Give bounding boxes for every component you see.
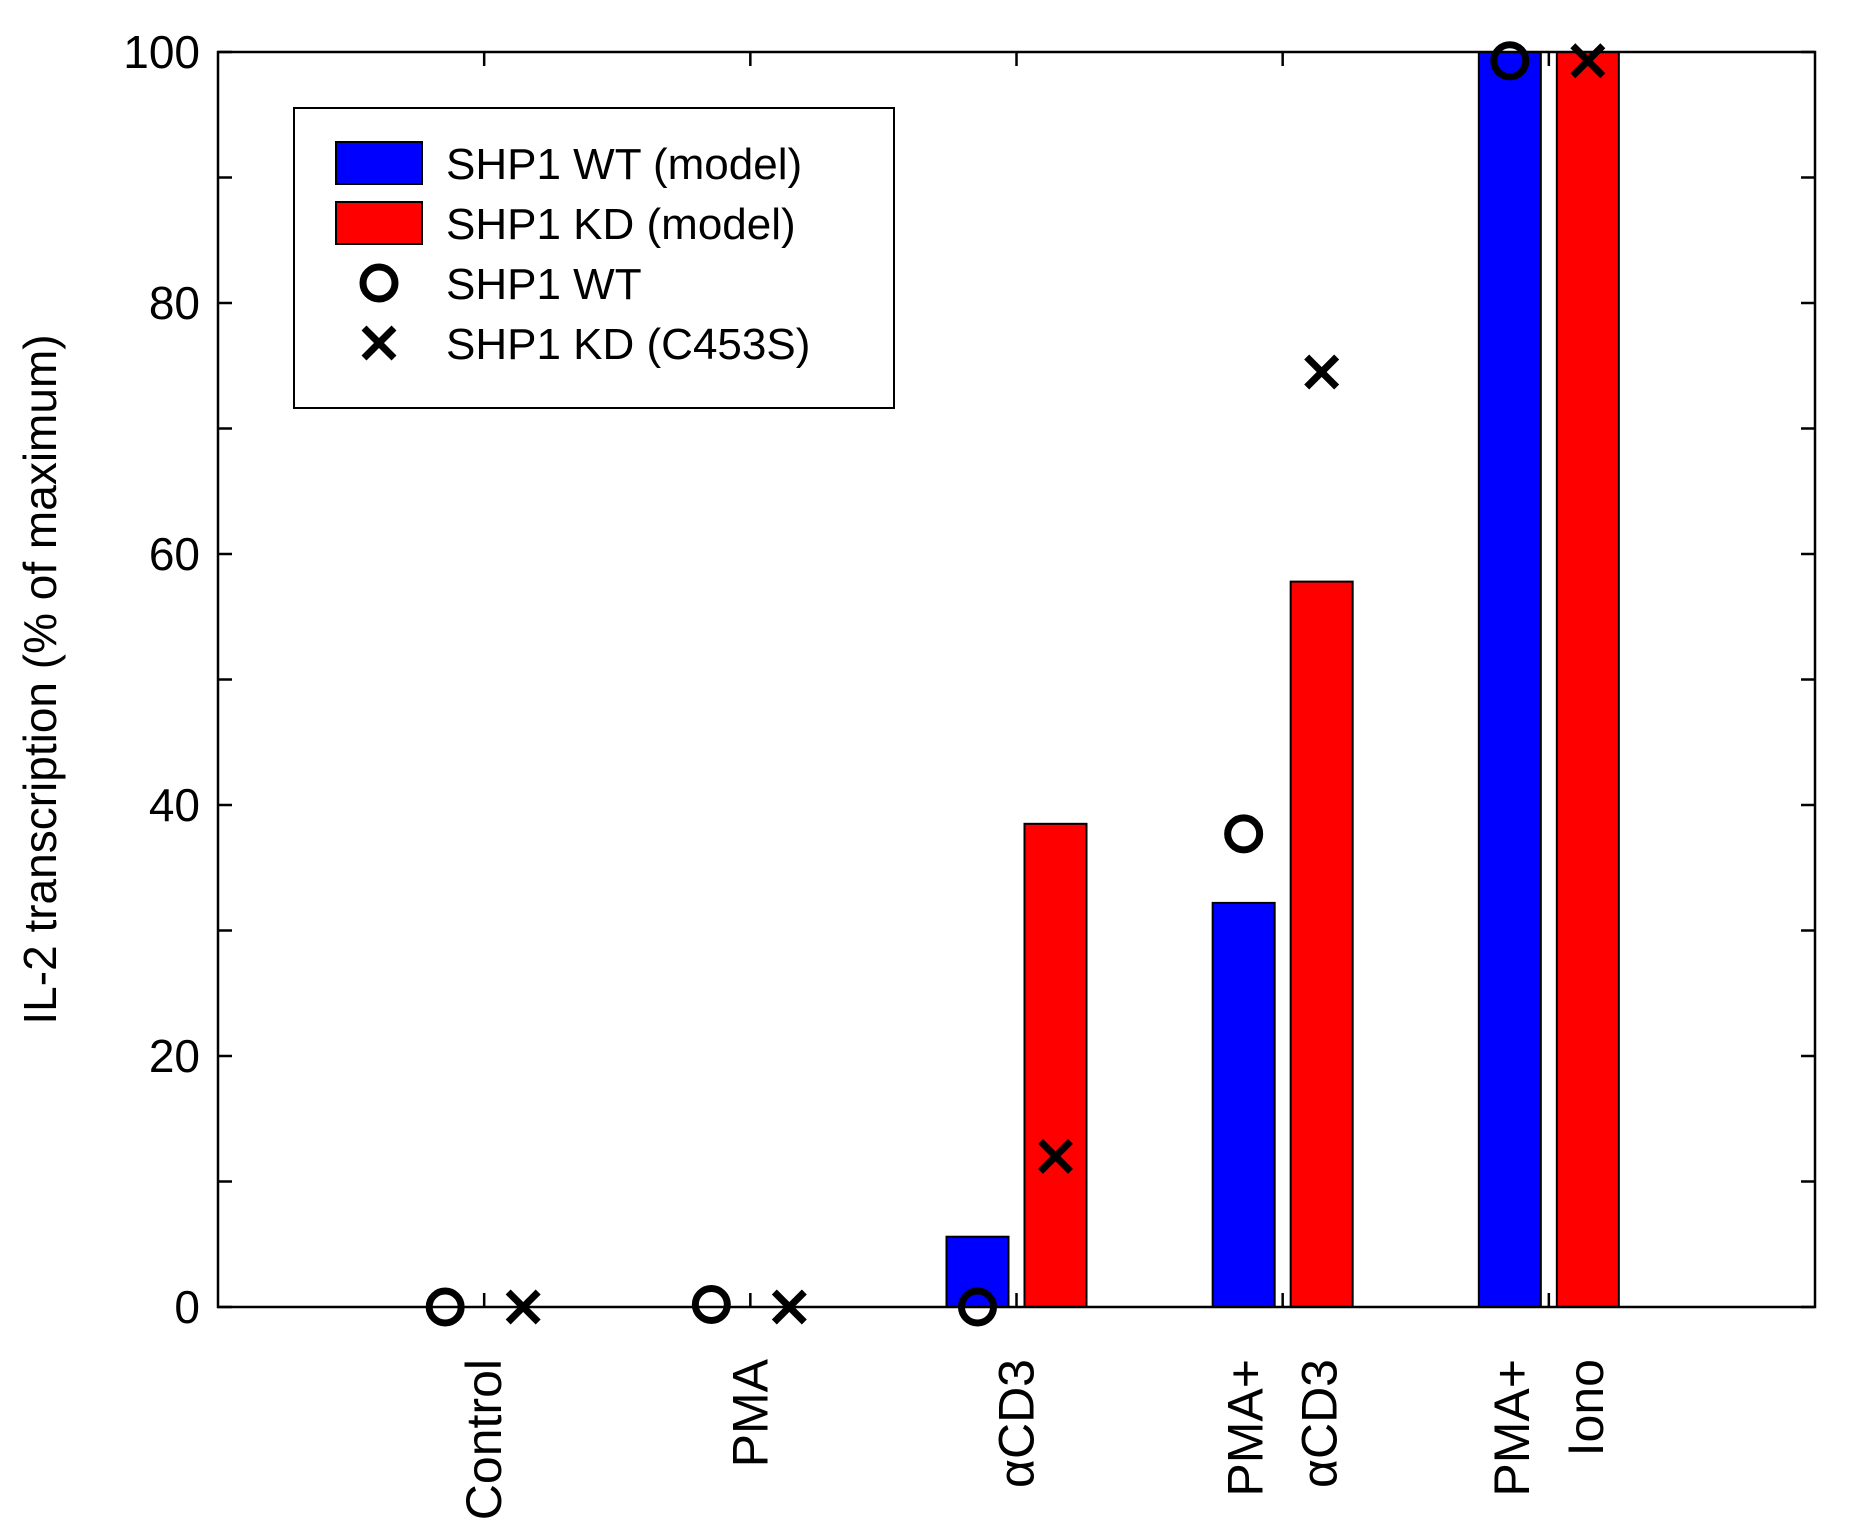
- y-tick-label: 40: [149, 779, 200, 831]
- legend-entry-label: SHP1 WT (model): [446, 140, 802, 189]
- legend-circle-marker: [359, 263, 399, 303]
- marker-kd-2: [1038, 1138, 1073, 1174]
- bar-wt-model-2: [945, 1235, 1010, 1308]
- category-label: Control: [456, 1359, 512, 1520]
- legend-swatch-0: [335, 141, 423, 185]
- y-tick-label: 60: [149, 528, 200, 580]
- y-tick-label: 20: [149, 1030, 200, 1082]
- marker-wt-1: [691, 1284, 731, 1324]
- category-label: PMA+: [1484, 1359, 1540, 1497]
- legend-x-marker: [361, 325, 397, 361]
- category-label: αCD3: [1292, 1359, 1348, 1488]
- legend-entry-label: SHP1 KD (C453S): [446, 320, 810, 369]
- marker-wt-3: [1224, 814, 1264, 854]
- bar-wt-model-3: [1211, 901, 1276, 1308]
- legend-entry-label: SHP1 WT: [446, 260, 642, 309]
- category-label: PMA: [722, 1358, 778, 1467]
- legend-swatch-1: [335, 201, 423, 245]
- y-tick-label: 100: [123, 26, 200, 78]
- category-label: PMA+: [1218, 1359, 1274, 1497]
- bars-layer: [945, 51, 1620, 1308]
- marker-wt-4: [1490, 41, 1530, 81]
- marker-kd-3: [1304, 354, 1340, 390]
- bar-wt-model-4: [1477, 51, 1542, 1308]
- bar-kd-model-2: [1023, 822, 1088, 1308]
- category-label: αCD3: [989, 1359, 1045, 1488]
- category-label: Iono: [1558, 1359, 1614, 1456]
- legend: SHP1 WT (model) SHP1 KD (model) SHP1 WT SHP…: [293, 107, 895, 409]
- y-tick-label: 0: [174, 1281, 200, 1333]
- y-tick-label: 80: [149, 277, 200, 329]
- legend-entry-label: SHP1 KD (model): [446, 200, 796, 249]
- axes-layer: 0 20 40 60 80 100 Control PMA αCD3 PMA+ αCD3 PMA+ Io…: [14, 26, 1817, 1520]
- bar-kd-model-3: [1289, 580, 1354, 1308]
- y-axis-title: IL-2 transcription (% of maximum): [14, 334, 66, 1024]
- bar-kd-model-4: [1555, 51, 1620, 1308]
